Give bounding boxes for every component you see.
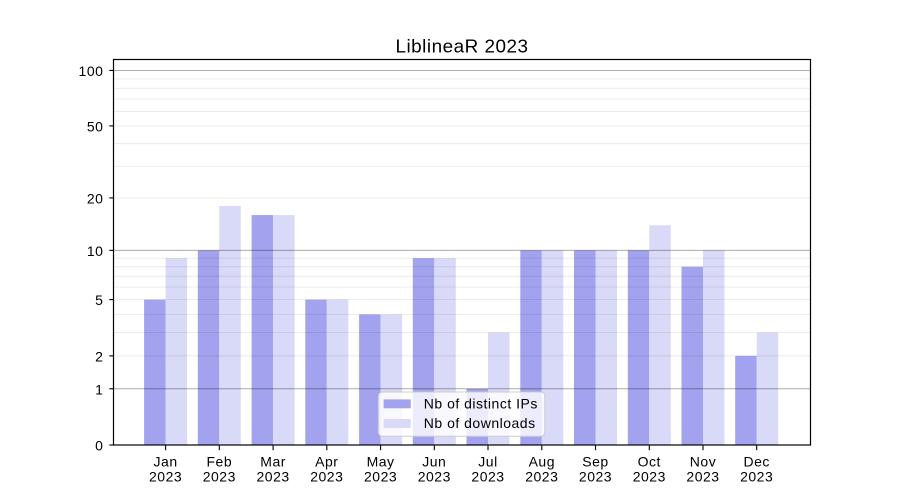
svg-text:Sep: Sep bbox=[582, 454, 608, 470]
svg-text:2023: 2023 bbox=[579, 469, 612, 485]
svg-text:0: 0 bbox=[95, 438, 103, 454]
svg-text:Aug: Aug bbox=[529, 454, 555, 470]
svg-text:Jun: Jun bbox=[422, 454, 446, 470]
svg-text:2023: 2023 bbox=[740, 469, 773, 485]
svg-text:2023: 2023 bbox=[149, 469, 182, 485]
svg-text:50: 50 bbox=[87, 118, 104, 134]
svg-text:Oct: Oct bbox=[638, 454, 661, 470]
svg-text:2023: 2023 bbox=[203, 469, 236, 485]
svg-text:Jul: Jul bbox=[478, 454, 497, 470]
svg-text:2023: 2023 bbox=[686, 469, 719, 485]
svg-text:2023: 2023 bbox=[525, 469, 558, 485]
svg-text:Nov: Nov bbox=[690, 454, 716, 470]
svg-text:20: 20 bbox=[87, 190, 104, 206]
svg-text:Nb of downloads: Nb of downloads bbox=[424, 415, 536, 431]
svg-text:2023: 2023 bbox=[633, 469, 666, 485]
svg-text:5: 5 bbox=[95, 292, 103, 308]
svg-text:1: 1 bbox=[95, 381, 103, 397]
svg-text:Jan: Jan bbox=[154, 454, 178, 470]
svg-text:10: 10 bbox=[87, 243, 104, 259]
svg-text:Apr: Apr bbox=[315, 454, 338, 470]
svg-text:Mar: Mar bbox=[260, 454, 286, 470]
svg-text:2023: 2023 bbox=[418, 469, 451, 485]
svg-text:Feb: Feb bbox=[206, 454, 232, 470]
svg-text:Dec: Dec bbox=[743, 454, 769, 470]
svg-text:Nb of distinct IPs: Nb of distinct IPs bbox=[424, 395, 538, 411]
svg-text:2023: 2023 bbox=[257, 469, 290, 485]
svg-text:May: May bbox=[367, 454, 395, 470]
svg-text:2023: 2023 bbox=[364, 469, 397, 485]
svg-text:2023: 2023 bbox=[310, 469, 343, 485]
svg-text:2: 2 bbox=[95, 348, 103, 364]
svg-text:100: 100 bbox=[79, 63, 104, 79]
svg-text:2023: 2023 bbox=[471, 469, 504, 485]
svg-text:LiblineaR 2023: LiblineaR 2023 bbox=[395, 36, 528, 57]
